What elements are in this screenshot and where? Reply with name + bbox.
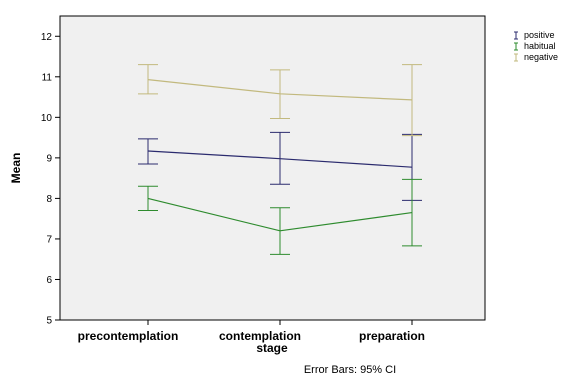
legend-label-habitual: habitual: [524, 41, 556, 51]
legend-item-habitual: habitual: [514, 41, 556, 51]
y-tick-label: 8: [46, 194, 52, 205]
series-habitual: [138, 178, 422, 255]
x-tick-label: contemplation: [219, 329, 301, 343]
legend-label-positive: positive: [524, 30, 555, 40]
y-axis: 5 6 7 8 9 10 11 12: [41, 16, 61, 327]
series-layer: [138, 64, 422, 255]
legend-label-negative: negative: [524, 52, 558, 62]
series-negative: [138, 64, 422, 137]
y-tick-label: 11: [42, 72, 53, 83]
y-tick-label: 9: [46, 153, 52, 164]
y-tick-label: 12: [41, 32, 53, 43]
y-tick-label: 7: [46, 234, 52, 245]
x-tick-label: precontemplation: [78, 329, 179, 343]
legend-item-positive: positive: [514, 30, 555, 40]
y-tick-label: 6: [46, 275, 52, 286]
y-tick-label: 5: [46, 316, 52, 327]
legend-item-negative: negative: [514, 52, 558, 62]
plot-area: [59, 15, 486, 321]
error-bars-footnote: Error Bars: 95% CI: [304, 364, 396, 376]
y-axis-title: Mean: [9, 153, 23, 184]
x-axis-title: stage: [256, 341, 288, 355]
y-tick-label: 10: [41, 113, 53, 124]
x-axis: precontemplation contemplation preparation: [78, 320, 425, 343]
x-tick-label: preparation: [359, 329, 425, 343]
